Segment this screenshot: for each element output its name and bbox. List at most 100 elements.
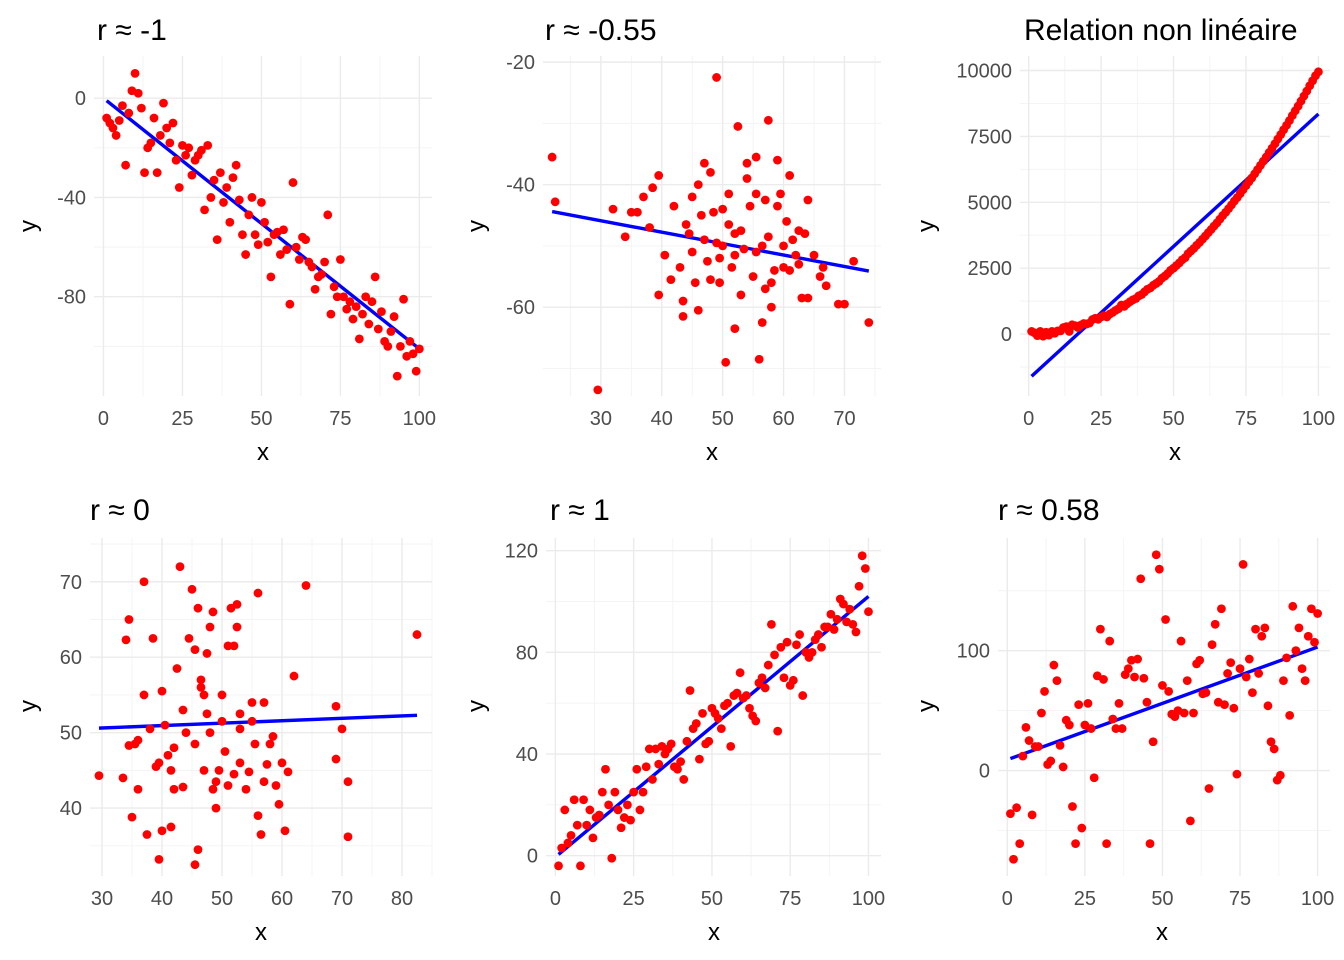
data-point	[1068, 802, 1077, 811]
data-point	[736, 226, 746, 235]
data-point	[698, 708, 707, 718]
data-point	[354, 334, 364, 344]
data-point	[770, 650, 779, 660]
data-point	[320, 257, 329, 267]
data-point	[1257, 631, 1267, 641]
y-tick-label: 0	[527, 846, 538, 868]
data-point	[231, 160, 241, 170]
data-point	[1244, 654, 1254, 664]
data-point	[1105, 636, 1115, 646]
data-point	[323, 210, 333, 220]
data-point	[331, 701, 341, 711]
data-point	[760, 683, 770, 693]
data-point	[760, 195, 770, 205]
data-point	[678, 296, 688, 306]
data-point	[187, 584, 197, 594]
data-point	[155, 131, 165, 140]
y-tick-label: -80	[57, 287, 86, 309]
data-point	[1310, 637, 1319, 647]
data-point	[1282, 653, 1291, 663]
data-point	[351, 302, 361, 312]
data-point	[560, 805, 570, 815]
data-point	[690, 278, 700, 288]
data-point	[235, 724, 245, 734]
data-point	[815, 272, 825, 281]
y-tick-label: -60	[506, 297, 535, 319]
data-point	[1269, 744, 1279, 754]
data-point	[691, 719, 701, 728]
data-point	[370, 272, 380, 282]
data-point	[145, 724, 155, 734]
data-point	[326, 309, 336, 319]
data-point	[205, 728, 215, 738]
data-point	[735, 668, 745, 678]
data-point	[1288, 601, 1298, 611]
data-point	[178, 782, 188, 792]
data-point	[669, 201, 679, 211]
x-axis-label: x	[257, 439, 269, 466]
data-point	[616, 823, 626, 833]
data-point	[279, 225, 288, 235]
x-tick-label: 50	[1162, 408, 1184, 430]
data-point	[1291, 646, 1301, 656]
data-point	[223, 781, 233, 790]
data-point	[187, 170, 197, 180]
data-point	[763, 115, 773, 125]
data-point	[193, 845, 203, 854]
data-point	[139, 577, 149, 587]
y-tick-label: 0	[75, 88, 86, 110]
x-tick-label: 40	[151, 888, 173, 910]
data-point	[757, 673, 767, 683]
data-point	[709, 207, 718, 217]
data-point	[754, 354, 764, 364]
x-tick-label: 0	[550, 888, 561, 910]
data-point	[285, 299, 295, 309]
data-point	[1117, 724, 1127, 733]
data-point	[803, 195, 813, 205]
data-point	[291, 242, 301, 252]
data-point	[829, 625, 839, 634]
panel-r-neg1: r ≈ -1 x y 0 25 50 75 100 0 -40 -80	[15, 14, 436, 466]
data-point	[154, 855, 164, 864]
data-point	[849, 256, 858, 266]
data-point	[1201, 688, 1211, 698]
data-point	[228, 173, 238, 183]
data-point	[262, 759, 272, 769]
data-point	[695, 754, 704, 764]
data-point	[1210, 619, 1220, 629]
data-point	[329, 282, 339, 292]
x-tick-label: 0	[98, 408, 109, 430]
data-point	[839, 599, 848, 609]
data-point	[629, 787, 639, 797]
data-point	[782, 637, 792, 647]
x-tick-label: 75	[779, 888, 801, 910]
x-axis-label: x	[708, 919, 720, 946]
data-point	[840, 299, 849, 309]
data-point	[211, 777, 221, 787]
data-point	[148, 633, 158, 643]
data-point	[1161, 615, 1170, 624]
data-point	[579, 795, 588, 805]
data-point	[383, 341, 393, 351]
panel-r-1: r ≈ 1 x y 0 25 50 75 100 0 40 80 120	[463, 494, 885, 946]
data-point	[645, 223, 654, 232]
data-point	[259, 777, 269, 787]
data-point	[736, 290, 746, 300]
data-point	[157, 826, 167, 836]
data-point	[588, 833, 598, 843]
data-point	[1204, 784, 1214, 793]
data-point	[1064, 327, 1074, 336]
data-point	[687, 192, 697, 202]
panel-title: r ≈ 1	[550, 494, 610, 527]
data-point	[209, 175, 219, 185]
data-point	[219, 198, 228, 207]
panel-title: Relation non linéaire	[1024, 14, 1298, 47]
x-tick-label: 30	[590, 408, 612, 430]
data-point	[626, 815, 635, 825]
data-point	[1285, 710, 1295, 720]
data-point	[1033, 742, 1043, 751]
data-point	[693, 180, 703, 190]
panel-title: r ≈ 0.58	[998, 494, 1100, 527]
data-point	[184, 633, 194, 643]
